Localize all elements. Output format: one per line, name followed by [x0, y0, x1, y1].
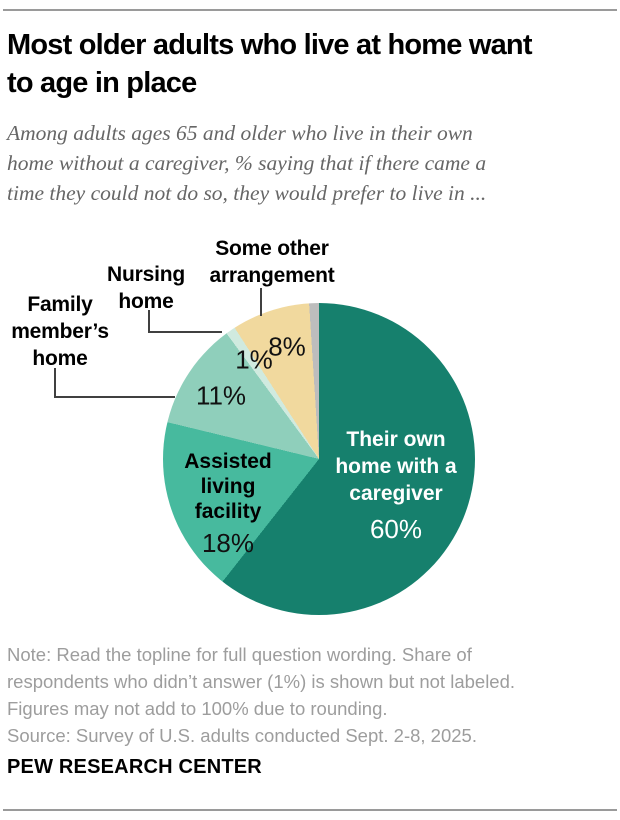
- note-line-3: Figures may not add to 100% due to round…: [7, 698, 388, 719]
- chart-note: Note: Read the topline for full question…: [7, 641, 617, 749]
- pie-chart: [163, 303, 475, 615]
- source-line: Source: Survey of U.S. adults conducted …: [7, 725, 477, 746]
- chart-subtitle: Among adults ages 65 and older who live …: [7, 118, 613, 208]
- slice-label-assisted-living-facility: Assisted living facility 18%: [148, 449, 308, 559]
- chart-subtitle-line-3: time they could not do so, they would pr…: [7, 181, 487, 205]
- slice-label-text: Family: [27, 293, 93, 316]
- slice-label-text: home: [32, 347, 88, 370]
- page-title-line-1: Most older adults who live at home want: [7, 29, 533, 61]
- slice-label-text: Some other: [215, 237, 329, 260]
- slice-label-text: member’s: [11, 320, 109, 343]
- slice-label-their-own-home: Their own home with a caregiver 60%: [315, 426, 477, 545]
- slice-value-nursing-home: 1%: [235, 344, 273, 375]
- bottom-divider: [3, 809, 617, 811]
- page-title: Most older adults who live at home want …: [7, 26, 615, 102]
- slice-label-family-members-home: Family member’s home: [0, 291, 120, 372]
- slice-label-text: Their own home with a caregiver: [335, 428, 457, 505]
- slice-value-assisted-living-facility: 18%: [201, 528, 255, 558]
- slice-value-some-other-arrangement: 8%: [268, 331, 306, 362]
- chart-subtitle-line-1: Among adults ages 65 and older who live …: [7, 121, 473, 145]
- callout-line-nursing-home: [148, 310, 222, 333]
- slice-label-text: Nursing: [107, 263, 185, 286]
- slice-label-text: home: [118, 290, 174, 313]
- slice-value-their-own-home: 60%: [369, 514, 423, 544]
- top-divider: [3, 9, 617, 11]
- callout-line-family-members-home: [54, 368, 175, 398]
- page-title-line-2: to age in place: [7, 67, 197, 99]
- slice-label-some-other-arrangement: Some other arrangement: [187, 235, 357, 289]
- slice-label-text: arrangement: [209, 264, 335, 287]
- slice-value-family-members-home: 11%: [195, 380, 247, 411]
- pew-research-center-logo: PEW RESEARCH CENTER: [7, 756, 262, 778]
- note-line-1: Note: Read the topline for full question…: [7, 644, 472, 665]
- chart-subtitle-line-2: home without a caregiver, % saying that …: [7, 151, 487, 175]
- slice-label-nursing-home: Nursing home: [86, 261, 206, 315]
- callout-line-some-other-arrangement: [260, 288, 262, 316]
- note-line-2: respondents who didn’t answer (1%) is sh…: [7, 671, 516, 692]
- slice-label-text: Assisted living facility: [184, 450, 272, 523]
- pie-chart-area: Some other arrangement Nursing home Fami…: [0, 230, 620, 630]
